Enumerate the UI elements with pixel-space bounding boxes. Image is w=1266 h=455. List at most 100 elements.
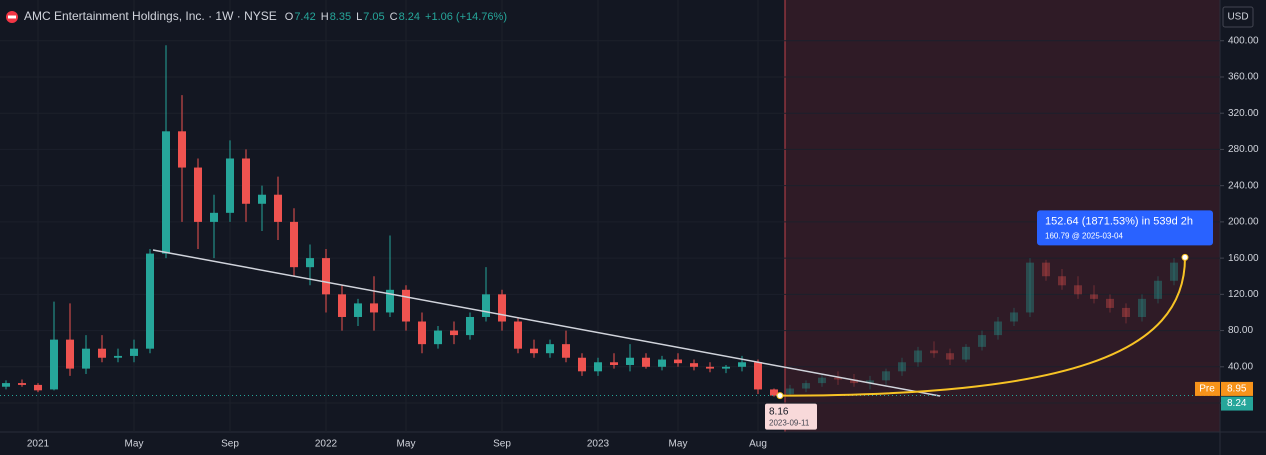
measure-curve — [779, 257, 1186, 397]
candle-body — [530, 348, 538, 354]
candle-body — [466, 316, 474, 336]
candle-body — [162, 131, 170, 254]
candle-body — [802, 383, 810, 389]
candle-body — [706, 366, 714, 369]
candle-body — [578, 357, 586, 372]
candle-body — [1154, 280, 1162, 299]
candle-body — [498, 294, 506, 322]
candle-body — [674, 359, 682, 364]
candle-body — [866, 380, 874, 384]
candle-body — [722, 366, 730, 369]
x-tick-label: 2023 — [587, 439, 610, 450]
candle-body — [146, 253, 154, 349]
candle-body — [914, 350, 922, 363]
pre-price: 8.95 — [1227, 384, 1247, 395]
candle-body — [98, 348, 106, 358]
y-tick-label: 120.00 — [1228, 289, 1259, 300]
candle-body — [610, 362, 618, 365]
x-tick-label: Sep — [221, 439, 239, 450]
symbol-title: AMC Entertainment Holdings, Inc. · 1W · … — [24, 9, 277, 23]
pre-label: Pre — [1199, 384, 1215, 395]
ohlc-label: O — [285, 11, 294, 23]
candle-body — [882, 371, 890, 381]
candle-body — [1122, 307, 1130, 317]
candle-body — [818, 377, 826, 384]
candle-body — [482, 294, 490, 317]
y-tick-label: 200.00 — [1228, 217, 1259, 228]
candle-body — [994, 321, 1002, 336]
candle-body — [1010, 312, 1018, 322]
candle-body — [242, 158, 250, 204]
ohlc-value: 7.42 — [294, 11, 315, 23]
candle-body — [418, 321, 426, 345]
currency: USD — [1227, 12, 1248, 23]
candle-body — [738, 362, 746, 367]
candle-body — [338, 294, 346, 317]
candle-body — [1138, 298, 1146, 317]
candle-body — [386, 289, 394, 313]
x-tick-label: 2022 — [315, 439, 338, 450]
ohlc-value: 8.35 — [330, 11, 351, 23]
x-tick-label: 2021 — [27, 439, 50, 450]
candle-body — [930, 350, 938, 354]
candle-body — [754, 362, 762, 390]
candle-body — [562, 344, 570, 358]
measure-box — [1037, 210, 1213, 246]
measure-text: 152.64 (1871.53%) in 539d 2h — [1045, 215, 1193, 227]
candle-body — [50, 339, 58, 390]
candle-body — [194, 167, 202, 222]
y-tick-label: 400.00 — [1228, 35, 1259, 46]
candle-body — [450, 330, 458, 336]
end-point — [1181, 253, 1189, 261]
pre-badge — [1195, 381, 1220, 396]
candle-body — [82, 348, 90, 369]
candle-body — [114, 355, 122, 358]
candle-body — [34, 384, 42, 391]
candle-body — [834, 377, 842, 380]
x-tick-label: Aug — [749, 439, 767, 450]
candle-body — [1026, 262, 1034, 313]
ohlc-label: H — [321, 11, 329, 23]
candle-body — [786, 388, 794, 394]
candle-body — [274, 194, 282, 222]
candle-body — [226, 158, 234, 213]
y-tick-label: 240.00 — [1228, 180, 1259, 191]
start-date: 2023-09-11 — [769, 419, 810, 428]
candle-body — [1170, 262, 1178, 281]
header: AMC Entertainment Holdings, Inc. · 1W · … — [24, 9, 507, 23]
y-tick-label: 280.00 — [1228, 144, 1259, 155]
start-price: 8.16 — [769, 406, 789, 417]
start-point — [776, 392, 784, 400]
candle-body — [1058, 276, 1066, 286]
candle-body — [898, 362, 906, 372]
candle-body — [322, 258, 330, 295]
candle-body — [402, 289, 410, 322]
ohlc-value: 8.24 — [399, 11, 420, 23]
last-price-box — [1221, 396, 1253, 411]
y-tick-label: 80.00 — [1228, 325, 1253, 336]
x-tick-label: May — [669, 439, 688, 450]
candle-body — [290, 221, 298, 268]
x-tick-label: May — [125, 439, 144, 450]
measure-subtext: 160.79 @ 2025-03-04 — [1045, 232, 1124, 241]
candle-body — [690, 363, 698, 367]
currency-box[interactable] — [1222, 6, 1254, 28]
overlay: Pre 8.95 8.24 8.16 2023-09-11 152.64 (1871.53… — [0, 210, 1253, 430]
candle-body — [306, 258, 314, 268]
candle-body — [354, 303, 362, 317]
last-price: 8.24 — [1227, 398, 1247, 409]
y-tick-label: 320.00 — [1228, 108, 1259, 119]
candle-body — [946, 353, 954, 360]
x-tick-label: Sep — [493, 439, 511, 450]
candle-body — [370, 303, 378, 313]
candle-body — [594, 362, 602, 372]
change: +1.06 (+14.76%) — [425, 11, 507, 23]
y-tick-label: 40.00 — [1228, 361, 1253, 372]
x-tick-label: May — [397, 439, 416, 450]
y-tick-label: 160.00 — [1228, 253, 1259, 264]
candle-body — [658, 359, 666, 367]
candle-body — [962, 346, 970, 360]
candle-body — [1106, 298, 1114, 308]
candle-body — [18, 383, 26, 385]
